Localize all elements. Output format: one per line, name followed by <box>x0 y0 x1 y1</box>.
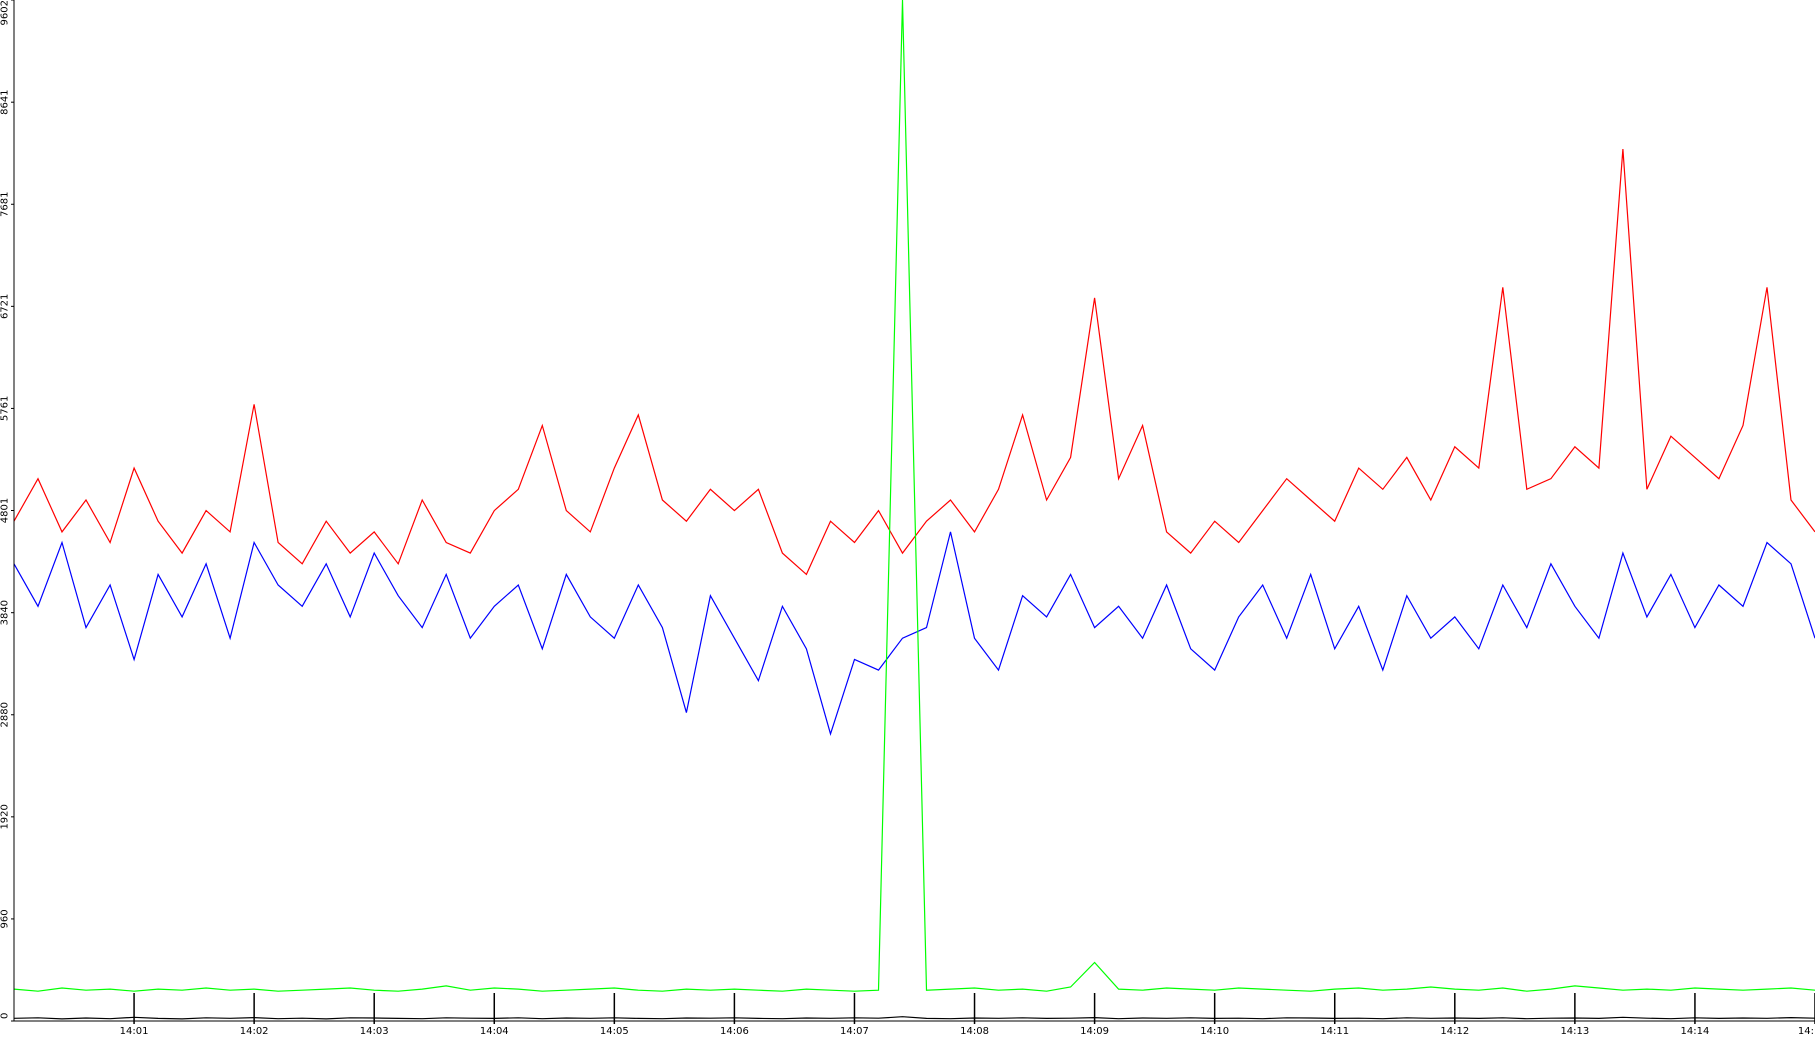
y-tick-label: 6721 <box>0 294 10 319</box>
x-tick-label: 14:14 <box>1681 1026 1710 1037</box>
y-tick-label: 960 <box>0 909 10 928</box>
y-tick-label: 1920 <box>0 804 10 829</box>
y-tick-label: 2880 <box>0 702 10 727</box>
x-tick-label: 14:02 <box>240 1026 269 1037</box>
x-tick-label: 14:08 <box>960 1026 989 1037</box>
y-tick-label: 4801 <box>0 498 10 523</box>
x-tick-label: 14:12 <box>1440 1026 1469 1037</box>
x-tick-label: 14:07 <box>840 1026 869 1037</box>
x-tick-label: 14:11 <box>1320 1026 1349 1037</box>
y-tick-label: 0 <box>0 1013 10 1019</box>
x-tick-label: 14:05 <box>600 1026 629 1037</box>
x-tick-label: 14:09 <box>1080 1026 1109 1037</box>
y-tick-label: 9602 <box>0 0 10 25</box>
series-line <box>13 531 1815 736</box>
x-tick-label: 14:06 <box>720 1026 749 1037</box>
y-tick-label: 3840 <box>0 600 10 625</box>
x-tick-label: 14: <box>1798 1026 1814 1037</box>
series-line <box>13 0 1815 992</box>
series-line <box>13 149 1815 576</box>
x-tick-label: 14:10 <box>1200 1026 1229 1037</box>
series-line <box>13 1016 1815 1020</box>
x-tick-label: 14:01 <box>120 1026 149 1037</box>
x-tick-label: 14:13 <box>1560 1026 1589 1037</box>
y-tick-label: 5761 <box>0 396 10 421</box>
x-tick-label: 14:04 <box>480 1026 509 1037</box>
x-tick-label: 14:03 <box>360 1026 389 1037</box>
y-tick-label: 8641 <box>0 89 10 114</box>
y-tick-label: 7681 <box>0 192 10 217</box>
